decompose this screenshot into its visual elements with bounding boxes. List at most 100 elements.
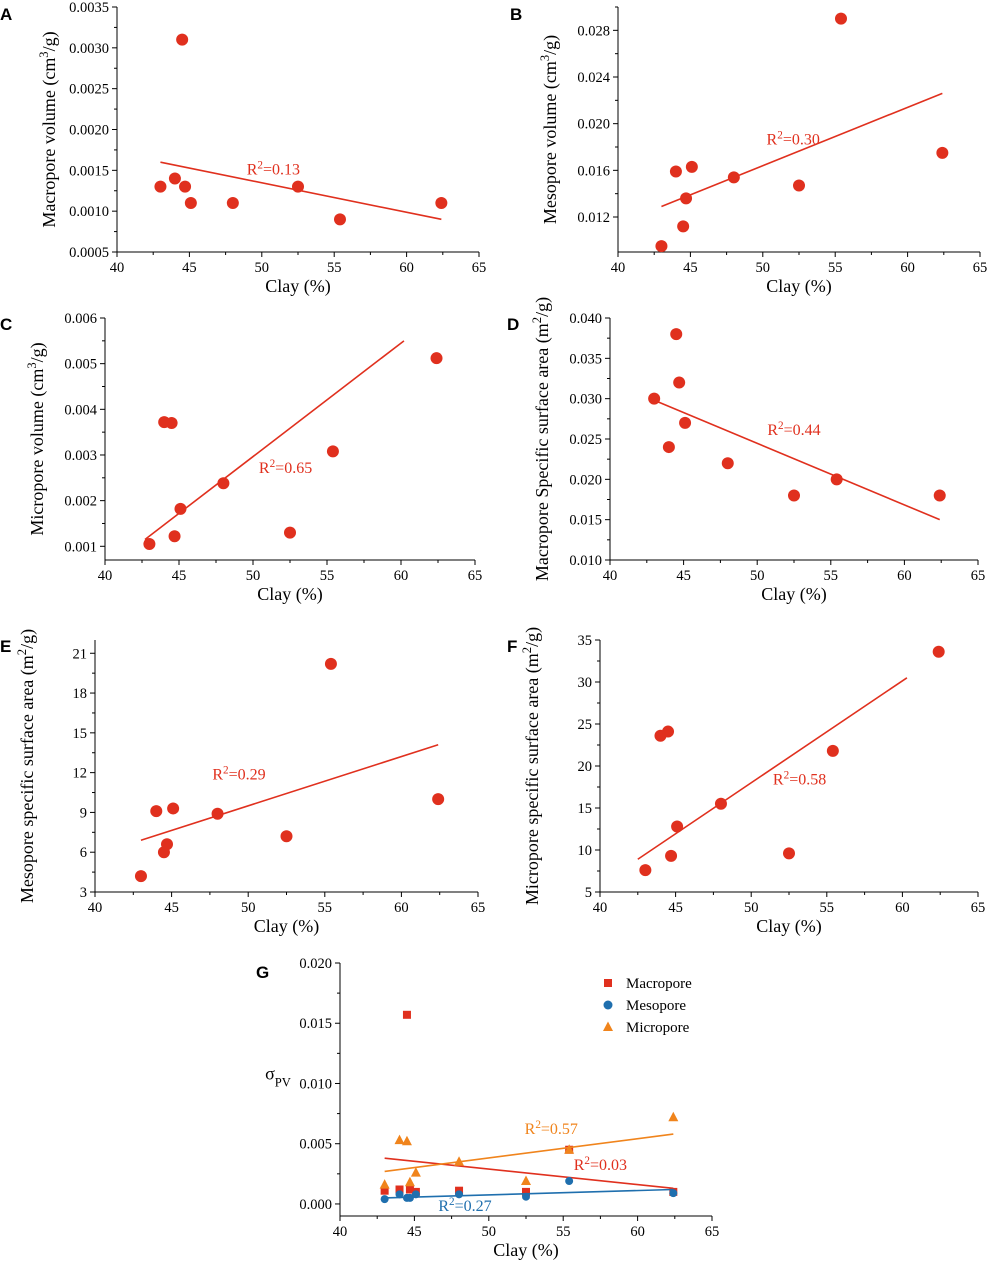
x-axis-label: Clay (%) xyxy=(257,584,322,605)
data-point xyxy=(379,1179,390,1189)
data-point xyxy=(435,197,448,209)
data-point xyxy=(165,417,178,430)
r2-label: R2=0.65 xyxy=(259,458,312,477)
data-point xyxy=(564,1144,575,1154)
data-point xyxy=(168,172,181,185)
x-tick-label: 50 xyxy=(482,1224,497,1240)
y-tick-label: 0.006 xyxy=(64,311,97,327)
x-tick-label: 45 xyxy=(668,900,683,916)
y-tick-label: 20 xyxy=(578,759,593,775)
data-point xyxy=(395,1190,404,1199)
data-point xyxy=(432,793,445,806)
y-tick-label: 15 xyxy=(73,726,88,742)
panel-letter: F xyxy=(507,637,517,656)
data-point xyxy=(826,744,839,757)
y-tick-label: 0.020 xyxy=(569,472,602,488)
legend-label: Mesopore xyxy=(626,998,686,1014)
chart-panel-d: D 40 45 50 55 60 65 0.010 0.015 0.020 0.025 0.030 0.… xyxy=(507,297,985,605)
y-tick-label: 0.000 xyxy=(299,1197,332,1213)
data-point xyxy=(521,1175,531,1186)
series-macropore-volume: R2=0.13 xyxy=(154,33,448,226)
data-point xyxy=(404,1176,415,1187)
data-point xyxy=(226,197,239,209)
legend-marker xyxy=(604,979,612,987)
data-point xyxy=(150,805,163,818)
data-point xyxy=(522,1187,530,1196)
x-axis-label: Clay (%) xyxy=(254,916,319,937)
y-tick-label: 0.0035 xyxy=(69,0,109,16)
y-tick-label: 6 xyxy=(80,845,87,861)
data-point xyxy=(788,489,800,502)
y-tick-label: 0.0015 xyxy=(69,163,109,179)
fit-line xyxy=(384,1157,674,1190)
legend: Macropore Mesopore Micropore xyxy=(603,976,692,1036)
x-tick-label: 60 xyxy=(900,260,915,276)
x-tick-label: 45 xyxy=(676,568,691,584)
y-tick-label: 18 xyxy=(73,686,88,702)
data-point xyxy=(167,802,180,815)
data-point xyxy=(405,1193,414,1202)
series-macropore-specific-surface-area: R2=0.44 xyxy=(648,328,946,521)
y-tick-label: 0.0025 xyxy=(69,82,109,98)
data-point xyxy=(680,192,693,205)
y-tick-label: 0.016 xyxy=(577,163,610,179)
data-point xyxy=(677,220,690,233)
y-tick-label: 5 xyxy=(585,885,592,901)
x-tick-label: 40 xyxy=(88,900,103,916)
y-tick-label: 0.005 xyxy=(299,1137,332,1153)
y-tick-label: 9 xyxy=(80,805,87,821)
data-point xyxy=(143,538,156,551)
x-tick-label: 65 xyxy=(705,1224,720,1240)
data-point xyxy=(168,530,181,543)
data-point xyxy=(211,807,224,820)
r2-label: R2=0.30 xyxy=(767,130,820,149)
y-tick-label: 0.0030 xyxy=(69,41,109,57)
data-point xyxy=(669,1189,678,1198)
data-point xyxy=(793,179,805,192)
y-axis-label: Mesopore specific surface area (m2/g) xyxy=(15,629,38,903)
x-tick-label: 65 xyxy=(971,900,986,916)
y-axis-label: Macropore Specific surface area (m2/g) xyxy=(530,297,553,581)
x-tick-label: 60 xyxy=(394,568,409,584)
data-point xyxy=(410,1167,421,1177)
data-point xyxy=(217,477,230,490)
chart-panel-a: A 40 45 50 55 60 65 0.0005 0.0010 0.0015 0.0020 0.0… xyxy=(0,0,486,297)
y-axis-label: Micropore volume (cm3/g) xyxy=(25,342,48,535)
x-tick-label: 50 xyxy=(246,568,261,584)
data-point xyxy=(161,838,174,851)
y-axis-label: Mesopore volume (cm3/g) xyxy=(538,35,561,224)
data-point xyxy=(655,240,668,253)
series-mesopore-specific-surface-area: R2=0.29 xyxy=(134,657,445,883)
x-tick-label: 45 xyxy=(407,1224,422,1240)
x-tick-label: 45 xyxy=(683,260,698,276)
r2-label: R2=0.03 xyxy=(574,1155,627,1174)
x-tick-label: 65 xyxy=(472,260,487,276)
x-tick-label: 55 xyxy=(320,568,335,584)
data-point xyxy=(455,1190,464,1199)
data-point xyxy=(280,830,293,843)
y-tick-label: 10 xyxy=(578,843,593,859)
data-point xyxy=(783,847,795,860)
legend-label: Macropore xyxy=(626,976,692,992)
y-tick-label: 15 xyxy=(578,801,593,817)
data-point xyxy=(176,33,189,46)
x-tick-label: 50 xyxy=(255,260,270,276)
fit-line xyxy=(384,1133,674,1173)
series-mesopore-volume: R2=0.30 xyxy=(655,12,949,253)
chart-panel-e: E 40 45 50 55 60 65 3 6 9 12 15 18 21 Clay (%) Mesopore… xyxy=(0,629,485,937)
data-point xyxy=(669,165,682,178)
y-tick-label: 21 xyxy=(73,646,88,662)
r2-label: R2=0.57 xyxy=(525,1119,578,1138)
data-point xyxy=(154,180,167,193)
data-point xyxy=(834,12,847,25)
data-point xyxy=(430,352,443,365)
chart-panel-g: G 40 45 50 55 60 65 0.000 0.005 0.010 0.015 0.020 Cl… xyxy=(256,956,719,1261)
x-tick-label: 40 xyxy=(593,900,608,916)
data-point xyxy=(830,473,843,486)
data-point xyxy=(685,160,698,173)
panel-letter: G xyxy=(256,963,269,982)
y-tick-label: 0.001 xyxy=(64,539,97,555)
x-tick-label: 65 xyxy=(971,568,986,584)
fit-line xyxy=(384,1188,674,1199)
data-point xyxy=(411,1190,420,1199)
